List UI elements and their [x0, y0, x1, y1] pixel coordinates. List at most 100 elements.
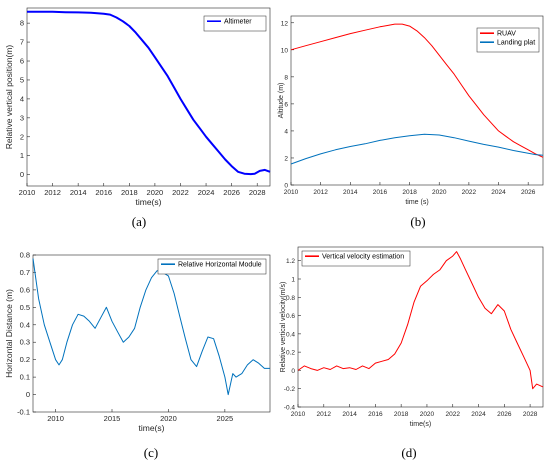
x-tick-label: 2015: [104, 414, 121, 423]
x-tick-label: 2020: [147, 188, 164, 197]
y-tick-label: 0.6: [20, 285, 30, 294]
chart-b: 2010 2012 2014 2016 2018 2020 2022 2024 2026 0 2 4 6…: [278, 15, 544, 229]
x-tick-label: 2024: [491, 189, 506, 196]
y-tick-label: 0: [284, 183, 288, 190]
x-tick-label: 2025: [217, 414, 234, 423]
panel-caption: (a): [132, 214, 146, 229]
y-tick-label: 0.3: [20, 338, 30, 347]
series-line-1: [27, 10, 271, 176]
plot-frame: [26, 7, 271, 187]
legend-box: [476, 27, 540, 53]
y-tick-label: 0.4: [286, 331, 295, 338]
y-tick-label: 0.2: [286, 350, 295, 357]
y-tick-label: 8: [20, 19, 24, 28]
legend-box: [301, 250, 411, 267]
x-axis-label: time(s): [136, 197, 162, 207]
y-tick-label: -0.2: [284, 386, 296, 393]
y-tick-label: 0.7: [20, 268, 30, 277]
x-tick-label: 2026: [521, 189, 536, 196]
x-tick-label: 2010: [291, 411, 306, 418]
y-tick-label: 1: [291, 277, 295, 284]
x-tick-label: 2016: [95, 188, 112, 197]
series-line-1: [297, 251, 544, 390]
x-axis-label: time(s): [410, 421, 431, 428]
chart-c: 2010 2015 2020 2025 -0.1 0 0.1 0.2 0.3 0.4 0.5 0.6 0…: [4, 251, 271, 460]
y-tick-label: 0.2: [20, 355, 30, 364]
y-tick-label: 8: [284, 74, 288, 81]
y-tick-label: 6: [284, 101, 288, 108]
y-axis-label: Altitude (m): [278, 83, 285, 119]
y-axis-label: Relative vertical velocity(m/s): [280, 282, 287, 373]
x-tick-label: 2022: [462, 189, 477, 196]
x-tick-label: 2010: [284, 189, 299, 196]
y-tick-label: 1.2: [286, 258, 295, 265]
legend-box: [203, 15, 267, 32]
x-tick-label: 2028: [523, 411, 538, 418]
x-tick-label: 2020: [420, 411, 435, 418]
x-tick-label: 2028: [249, 188, 266, 197]
y-tick-label: 0.5: [20, 303, 30, 312]
series-line-1: [32, 258, 270, 396]
legend-label: Vertical velocity estimation: [322, 254, 404, 261]
legend-label: Altimeter: [224, 19, 252, 26]
y-tick-label: 0.6: [286, 313, 295, 320]
y-tick-label: 0.4: [20, 320, 30, 329]
y-tick-label: 4: [20, 94, 24, 103]
x-tick-label: 2014: [70, 188, 87, 197]
y-tick-label: 3: [20, 113, 24, 122]
y-tick-label: 0.8: [286, 295, 295, 302]
y-tick-label: 2: [284, 155, 288, 162]
x-tick-label: 2014: [343, 189, 358, 196]
x-tick-label: 2014: [342, 411, 357, 418]
x-tick-label: 2010: [47, 414, 64, 423]
y-tick-label: 1: [20, 151, 24, 160]
y-tick-label: -0.1: [17, 408, 30, 417]
chart-a: 2010 2012 2014 2016 2018 2020 2022 2024 2026 2028…: [4, 7, 271, 229]
x-tick-label: 2020: [432, 189, 447, 196]
legend-box: [157, 258, 267, 275]
y-tick-label: 0.8: [20, 251, 30, 260]
panel-caption: (c): [144, 445, 158, 460]
series-line-2: [290, 133, 544, 165]
y-tick-label: 7: [20, 38, 24, 47]
x-tick-label: 2010: [19, 188, 36, 197]
y-tick-label: -0.4: [284, 405, 296, 412]
y-tick-label: 2: [20, 132, 24, 141]
y-tick-label: 4: [284, 128, 288, 135]
x-tick-label: 2012: [313, 189, 328, 196]
x-tick-label: 2012: [44, 188, 61, 197]
y-axis-label: Relative vertical position(m): [4, 45, 14, 150]
plot-frame: [297, 246, 544, 408]
y-tick-label: 10: [281, 47, 289, 54]
x-tick-label: 2016: [373, 189, 388, 196]
panel-caption: (d): [401, 445, 416, 460]
y-tick-label: 12: [281, 20, 289, 27]
x-axis-label: time (s): [405, 199, 428, 206]
chart-d: 2010 2012 2014 2016 2018 2020 2022 2024 2026 2028…: [280, 246, 544, 460]
y-tick-label: 6: [20, 57, 24, 66]
y-tick-label: 0: [291, 368, 295, 375]
y-axis-label: Horizontal Distance (m): [4, 289, 14, 378]
x-tick-label: 2020: [160, 414, 177, 423]
legend: Vertical velocity estimation: [301, 250, 411, 267]
y-tick-label: 5: [20, 75, 24, 84]
x-axis-label: time(s): [139, 423, 165, 433]
legend: RUAV Landing plat: [476, 27, 540, 53]
panel-caption: (b): [410, 214, 425, 229]
x-tick-label: 2022: [446, 411, 461, 418]
x-tick-label: 2018: [394, 411, 409, 418]
legend-label: Landing plat: [497, 40, 535, 47]
x-tick-label: 2018: [402, 189, 417, 196]
x-tick-label: 2024: [198, 188, 215, 197]
legend: Altimeter: [203, 15, 267, 32]
y-tick-label: 0: [26, 390, 30, 399]
legend-label: RUAV: [497, 31, 516, 38]
series-line-1: [290, 23, 544, 158]
x-tick-label: 2024: [471, 411, 486, 418]
legend: Relative Horizontal Module: [157, 258, 267, 275]
x-tick-label: 2018: [121, 188, 138, 197]
legend-label: Relative Horizontal Module: [178, 262, 262, 269]
y-tick-label: 0: [20, 170, 24, 179]
x-tick-label: 2016: [368, 411, 383, 418]
